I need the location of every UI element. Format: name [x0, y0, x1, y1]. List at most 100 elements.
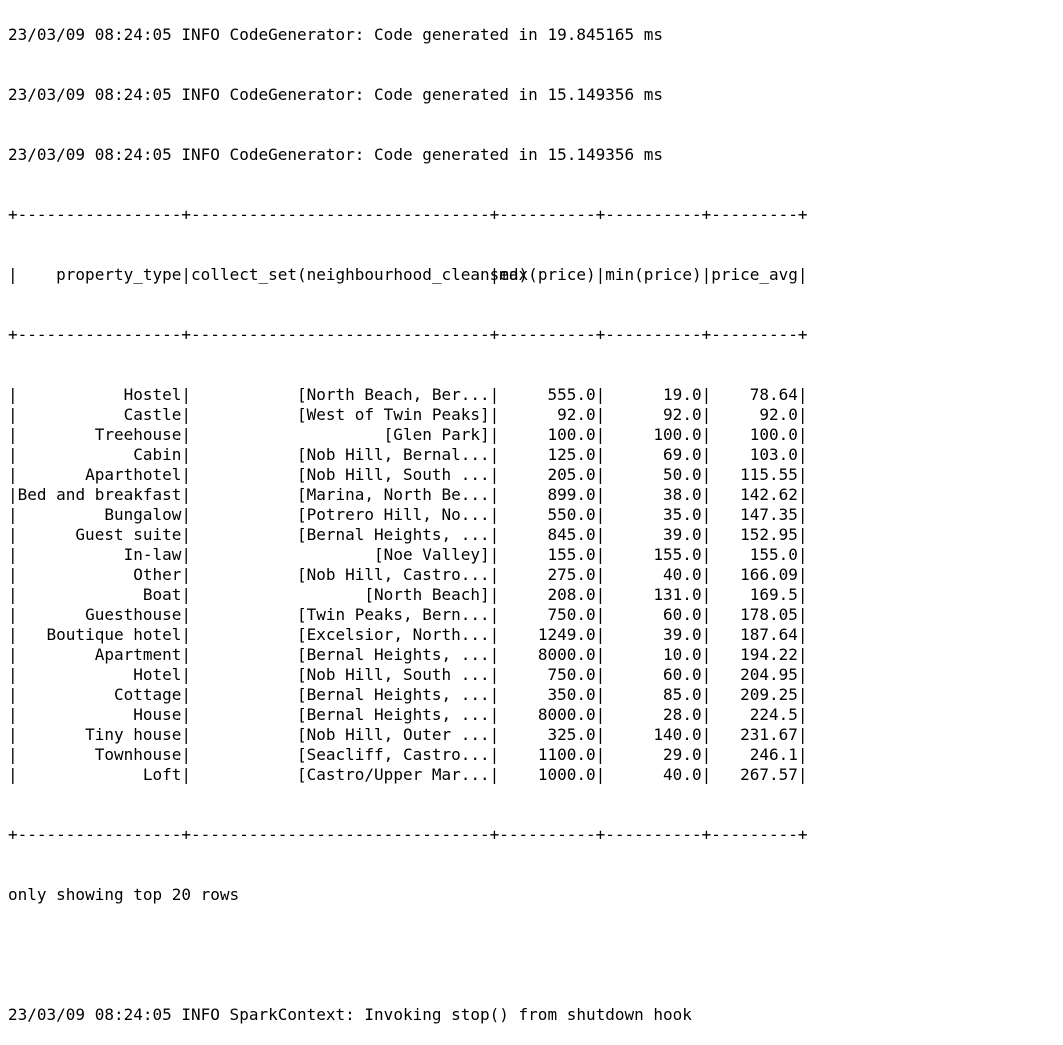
column-header: collect_set(neighbourhood_cleansed): [191, 265, 529, 284]
column-separator: |: [181, 265, 192, 284]
column-separator: |: [595, 485, 606, 504]
table-cell: 78.64: [749, 385, 798, 404]
column-separator: |: [701, 425, 712, 444]
column-separator: |: [595, 385, 606, 404]
column-separator: |: [489, 265, 500, 284]
table-cell: [West of Twin Peaks]: [296, 405, 490, 424]
column-separator: |: [797, 465, 808, 484]
column-separator: |: [797, 545, 808, 564]
table-cell: 1100.0: [537, 745, 596, 764]
table-cell: Cabin: [133, 445, 182, 464]
column-separator: |: [797, 525, 808, 544]
column-separator: |: [181, 525, 192, 544]
table-cell: 85.0: [663, 685, 702, 704]
column-separator: |: [8, 745, 18, 764]
column-separator: |: [8, 765, 18, 784]
column-separator: |: [595, 425, 606, 444]
table-row: | Guesthouse| [Twin Peaks, Bern...| 750.0| 6…: [8, 605, 1063, 625]
column-separator: |: [489, 685, 500, 704]
column-separator: |: [797, 565, 808, 584]
column-separator: |: [595, 625, 606, 644]
table-cell: 19.0: [663, 385, 702, 404]
column-separator: |: [181, 625, 192, 644]
table-cell: 60.0: [663, 605, 702, 624]
column-separator: |: [701, 685, 712, 704]
table-cell: 147.35: [740, 505, 798, 524]
table-cell: Guest suite: [75, 525, 182, 544]
column-separator: |: [8, 465, 18, 484]
table-cell: House: [133, 705, 182, 724]
table-cell: [Glen Park]: [383, 425, 490, 444]
table-cell: 205.0: [547, 465, 596, 484]
log-line: 23/03/09 08:24:05 INFO CodeGenerator: Co…: [8, 85, 664, 104]
table-row: | Aparthotel| [Nob Hill, South ...| 205.0| 5…: [8, 465, 1063, 485]
table-cell: 187.64: [740, 625, 798, 644]
log-line: 23/03/09 08:24:05 INFO SparkContext: Inv…: [8, 1005, 692, 1024]
table-cell: 29.0: [663, 745, 702, 764]
column-separator: |: [797, 625, 808, 644]
column-separator: |: [595, 765, 606, 784]
column-separator: |: [181, 605, 192, 624]
table-cell: 178.05: [740, 605, 798, 624]
column-separator: |: [489, 545, 500, 564]
column-separator: |: [701, 665, 712, 684]
terminal-output: 23/03/09 08:24:05 INFO CodeGenerator: Co…: [8, 0, 1063, 1045]
column-separator: |: [489, 605, 500, 624]
column-separator: |: [8, 685, 18, 704]
column-separator: |: [8, 565, 18, 584]
column-separator: |: [489, 645, 500, 664]
column-separator: |: [701, 725, 712, 744]
column-separator: |: [181, 585, 192, 604]
column-separator: |: [8, 585, 18, 604]
column-separator: |: [8, 705, 18, 724]
column-separator: |: [181, 725, 192, 744]
table-row: | Cabin| [Nob Hill, Bernal...| 125.0| 69.0| 1…: [8, 445, 1063, 465]
column-separator: |: [701, 645, 712, 664]
column-separator: |: [595, 605, 606, 624]
column-separator: |: [797, 265, 808, 284]
table-cell: 750.0: [547, 665, 596, 684]
column-separator: |: [701, 385, 712, 404]
column-separator: |: [595, 705, 606, 724]
table-cell: 350.0: [547, 685, 596, 704]
table-cell: Apartment: [94, 645, 182, 664]
column-separator: |: [701, 265, 712, 284]
column-separator: |: [181, 425, 192, 444]
table-cell: 100.0: [653, 425, 702, 444]
column-separator: |: [701, 445, 712, 464]
column-separator: |: [595, 405, 606, 424]
column-header: property_type: [56, 265, 182, 284]
column-separator: |: [595, 565, 606, 584]
table-cell: 39.0: [663, 525, 702, 544]
table-row: | Townhouse| [Seacliff, Castro...| 1100.0| 2…: [8, 745, 1063, 765]
column-separator: |: [8, 645, 18, 664]
table-cell: Hotel: [133, 665, 182, 684]
column-header: price_avg: [711, 265, 798, 284]
table-cell: [Bernal Heights, ...: [296, 705, 490, 724]
column-separator: |: [797, 405, 808, 424]
table-cell: [Nob Hill, South ...: [296, 465, 490, 484]
table-body: | Hostel| [North Beach, Ber...| 555.0| 19.0|…: [8, 385, 1063, 785]
column-separator: |: [595, 445, 606, 464]
table-cell: Bed and breakfast: [17, 485, 182, 504]
table-cell: Hostel: [123, 385, 182, 404]
table-cell: 155.0: [749, 545, 798, 564]
table-row: | Loft| [Castro/Upper Mar...| 1000.0| 40.0| 2…: [8, 765, 1063, 785]
table-cell: 92.0: [663, 405, 702, 424]
table-cell: 155.0: [653, 545, 702, 564]
column-separator: |: [595, 585, 606, 604]
blank-line: [8, 945, 1063, 965]
column-separator: |: [797, 485, 808, 504]
column-separator: |: [181, 645, 192, 664]
column-separator: |: [489, 725, 500, 744]
table-row: | Boutique hotel| [Excelsior, North...| 124…: [8, 625, 1063, 645]
column-header: min(price): [605, 265, 702, 284]
column-separator: |: [797, 725, 808, 744]
table-cell: 39.0: [663, 625, 702, 644]
table-cell: 325.0: [547, 725, 596, 744]
table-row: | Cottage| [Bernal Heights, ...| 350.0| 85.0…: [8, 685, 1063, 705]
column-separator: |: [701, 745, 712, 764]
column-separator: |: [797, 745, 808, 764]
table-cell: 267.57: [740, 765, 798, 784]
table-cell: 550.0: [547, 505, 596, 524]
